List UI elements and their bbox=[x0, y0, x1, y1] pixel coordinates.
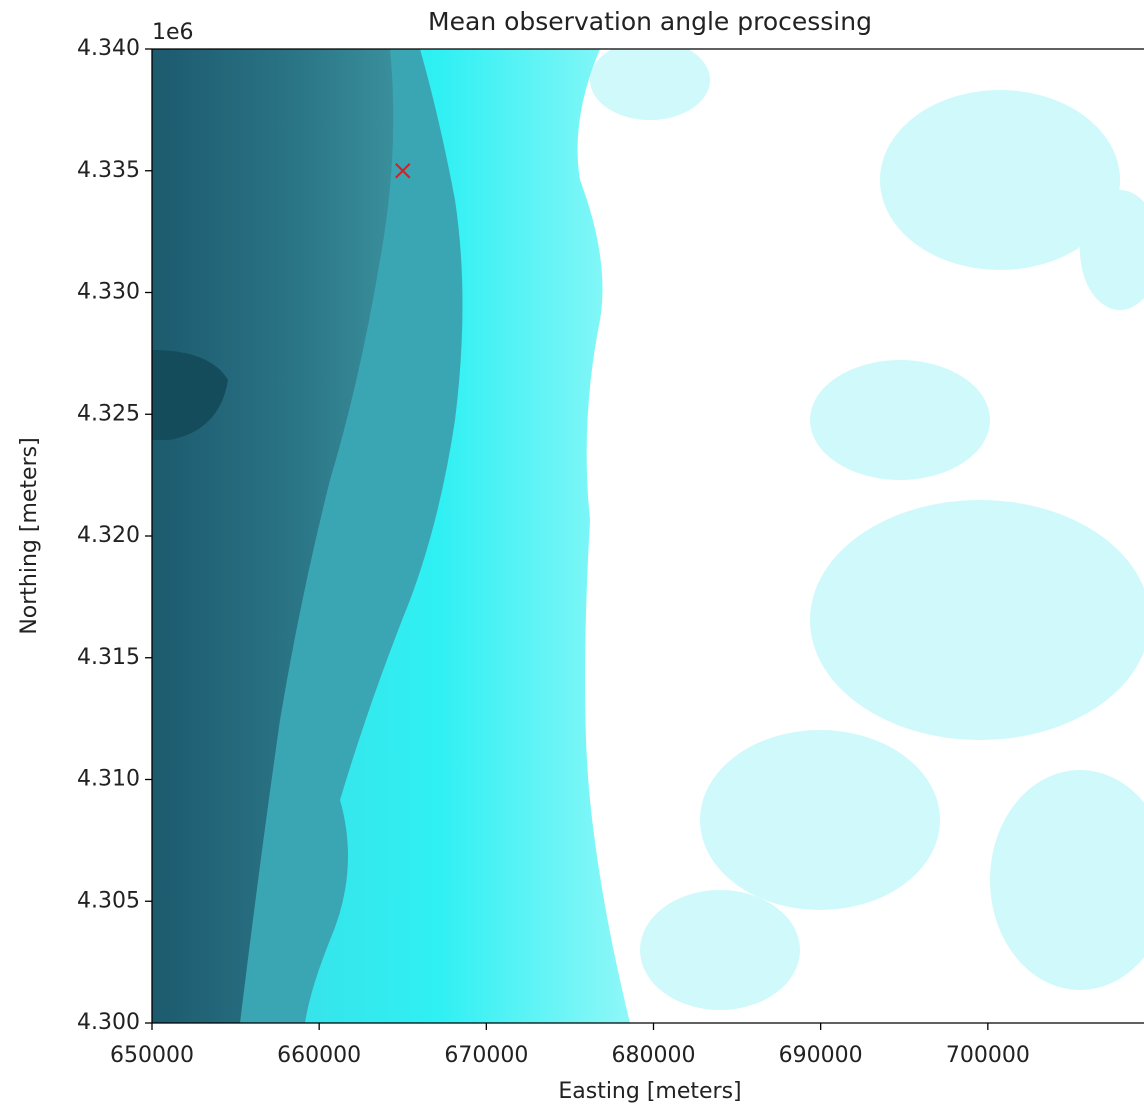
x-axis-label: Easting [meters] bbox=[558, 1079, 741, 1104]
page: {"chart_data": {"type": "scatter", "titl… bbox=[0, 0, 1144, 1110]
chart-title: Mean observation angle processing bbox=[428, 7, 872, 36]
image bbox=[152, 40, 1144, 1023]
y-offset-text: 1e6 bbox=[152, 20, 194, 45]
y-tick-label: 4.300 bbox=[77, 1010, 140, 1035]
y-tick-label: 4.305 bbox=[77, 888, 140, 913]
y-tick-label: 4.310 bbox=[77, 767, 140, 792]
x-tick-label: 660000 bbox=[277, 1043, 361, 1068]
x-tick-label: 650000 bbox=[110, 1043, 194, 1068]
chart: Mean observation angle processing Eastin… bbox=[0, 0, 1144, 1110]
x-tick-label: 700000 bbox=[946, 1043, 1030, 1068]
y-tick-label: 4.315 bbox=[77, 645, 140, 670]
y-tick-label: 4.330 bbox=[77, 280, 140, 305]
y-tick-label: 4.335 bbox=[77, 158, 140, 183]
y-axis-label: Northing [meters] bbox=[17, 437, 42, 634]
y-tick-label: 4.325 bbox=[77, 401, 140, 426]
x-tick-label: 690000 bbox=[779, 1043, 863, 1068]
x-tick-label: 670000 bbox=[444, 1043, 528, 1068]
y-tick-label: 4.340 bbox=[77, 36, 140, 61]
x-tick-label: 680000 bbox=[612, 1043, 696, 1068]
y-tick-label: 4.320 bbox=[77, 523, 140, 548]
